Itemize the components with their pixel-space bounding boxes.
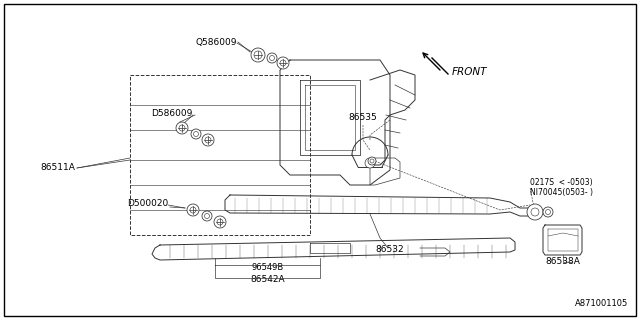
- Text: Q586009: Q586009: [195, 37, 237, 46]
- Text: 86542A: 86542A: [251, 276, 285, 284]
- Text: FRONT: FRONT: [452, 67, 488, 77]
- Text: D500020: D500020: [127, 199, 168, 209]
- Text: 86538A: 86538A: [545, 258, 580, 267]
- Circle shape: [205, 213, 209, 219]
- Circle shape: [527, 204, 543, 220]
- Circle shape: [202, 134, 214, 146]
- Text: 86535: 86535: [349, 114, 378, 123]
- Circle shape: [267, 53, 277, 63]
- Text: 86511A: 86511A: [40, 164, 75, 172]
- Circle shape: [531, 208, 539, 216]
- Circle shape: [543, 207, 553, 217]
- Text: 96549B: 96549B: [252, 263, 284, 273]
- Circle shape: [190, 207, 196, 213]
- Circle shape: [191, 129, 201, 139]
- Circle shape: [368, 157, 376, 165]
- Text: A871001105: A871001105: [575, 299, 628, 308]
- Circle shape: [179, 125, 185, 131]
- Circle shape: [214, 216, 226, 228]
- Text: 86532: 86532: [376, 245, 404, 254]
- Text: D586009: D586009: [152, 108, 193, 117]
- Circle shape: [176, 122, 188, 134]
- Circle shape: [193, 132, 198, 137]
- Circle shape: [277, 57, 289, 69]
- Circle shape: [370, 159, 374, 163]
- Circle shape: [254, 51, 262, 59]
- Circle shape: [365, 158, 375, 168]
- Circle shape: [205, 137, 211, 143]
- Circle shape: [217, 219, 223, 225]
- Circle shape: [269, 55, 275, 60]
- Circle shape: [202, 211, 212, 221]
- Circle shape: [251, 48, 265, 62]
- Text: 0217S  < -0503): 0217S < -0503): [530, 179, 593, 188]
- Circle shape: [187, 204, 199, 216]
- Circle shape: [545, 210, 550, 214]
- Circle shape: [280, 60, 286, 66]
- Text: NI70045(0503- ): NI70045(0503- ): [530, 188, 593, 196]
